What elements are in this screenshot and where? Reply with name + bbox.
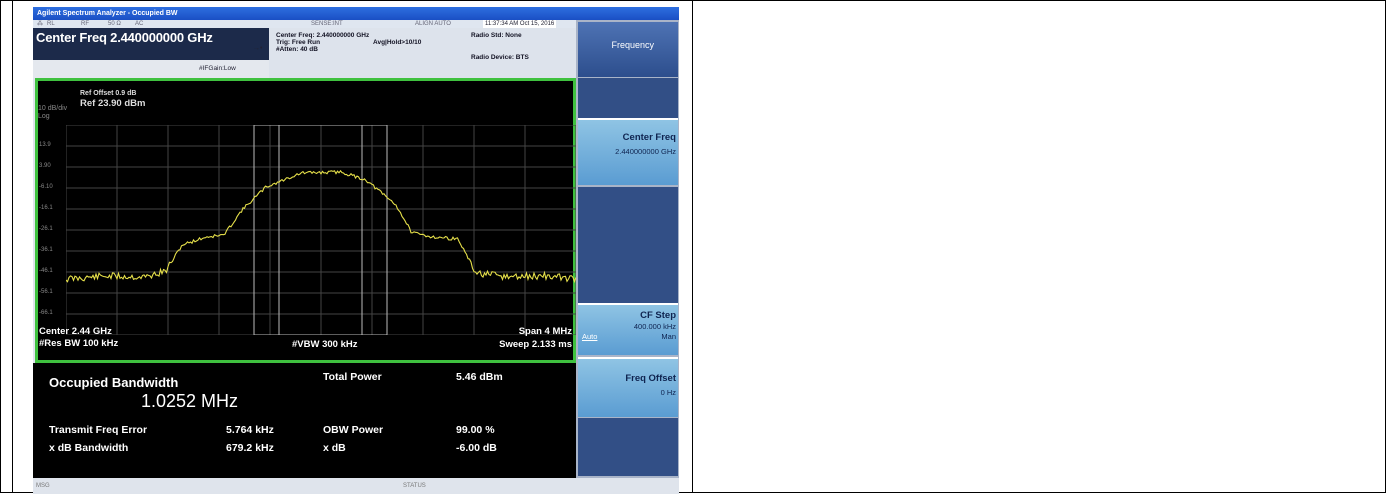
rf-indicator: RF (81, 21, 89, 27)
obw-value: 1.0252 MHz (141, 391, 239, 411)
center-freq-readout: Center Freq 2.440000000 GHz (36, 30, 213, 45)
y-tick-label: 13.9 (39, 142, 51, 148)
obw-marker-box (253, 125, 388, 335)
ref-level: Ref 23.90 dBm (80, 98, 146, 109)
xdb-value: -6.00 dB (456, 442, 497, 454)
xdb-bw-value: 679.2 kHz (226, 442, 274, 454)
tfe-label: Transmit Freq Error (49, 424, 148, 436)
freq-offset-key-label: Freq Offset (625, 373, 676, 384)
y-tick-label: 3.90 (39, 163, 51, 169)
freq-offset-softkey[interactable]: Freq Offset 0 Hz (578, 357, 678, 417)
cf-step-key-value: 400.000 kHz (633, 322, 676, 331)
span-label: Span 4 MHz (518, 326, 572, 337)
window-title: Agilent Spectrum Analyzer - Occupied BW (33, 7, 679, 20)
measurement-header: Center Freq 2.440000000 GHz #IFGain:Low … (33, 28, 576, 78)
menu-title-key: Frequency (578, 22, 678, 77)
y-tick-label: -36.1 (39, 247, 53, 253)
status-label: STATUS (403, 483, 426, 489)
table-column-divider (692, 0, 693, 493)
center-freq-info: Center Freq: 2.440000000 GHz (276, 32, 370, 39)
center-freq-key-value: 2.440000000 GHz (615, 147, 676, 156)
if-gain: #IFGain:Low (199, 65, 236, 72)
y-tick-label: -56.1 (39, 289, 53, 295)
total-power-value: 5.46 dBm (456, 371, 503, 383)
cf-step-softkey[interactable]: CF Step 400.000 kHz Auto Man (578, 303, 678, 355)
menu-title: Frequency (611, 40, 654, 50)
softkey-panel: Frequency Center Freq 2.440000000 GHz CF… (576, 20, 679, 478)
y-tick-label: -6.10 (39, 184, 53, 190)
center-label: Center 2.44 GHz (39, 326, 112, 337)
msg-label: MSG (36, 483, 50, 489)
results-panel: Occupied Bandwidth 1.0252 MHz Total Powe… (33, 363, 576, 478)
analyzer-window: Agilent Spectrum Analyzer - Occupied BW … (33, 7, 679, 494)
center-freq-box[interactable]: Center Freq 2.440000000 GHz (33, 28, 269, 60)
timestamp: 11:37:34 AM Oct 15, 2016 (483, 20, 557, 28)
ohm-indicator: 50 Ω (108, 21, 121, 27)
status-strip: ⁂ RL RF 50 Ω AC SENSE:INT ALIGN AUTO 11:… (33, 20, 576, 28)
scale-per-div: 10 dB/div (38, 105, 68, 112)
y-tick-label: -46.1 (39, 268, 53, 274)
spectrum-plot[interactable]: Ref Offset 0.9 dB Ref 23.90 dBm 10 dB/di… (35, 78, 576, 363)
cf-step-auto[interactable]: Auto (582, 332, 598, 341)
obw-power-label: OBW Power (323, 424, 384, 436)
tfe-value: 5.764 kHz (226, 424, 274, 436)
cf-step-man[interactable]: Man (661, 332, 676, 341)
obw-power-value: 99.00 % (456, 424, 495, 436)
xdb-label: x dB (323, 442, 346, 454)
log-label: Log (38, 113, 50, 120)
res-bw-label: #Res BW 100 kHz (39, 338, 119, 349)
total-power-label: Total Power (323, 371, 382, 383)
sweep-label: Sweep 2.133 ms (499, 339, 572, 350)
vbw-label: #VBW 300 kHz (292, 339, 358, 350)
center-freq-key-label: Center Freq (622, 132, 676, 143)
atten-info: #Atten: 40 dB (276, 46, 318, 53)
trigger-info: Trig: Free Run (276, 39, 321, 46)
freq-offset-key-value: 0 Hz (660, 388, 676, 397)
radio-std: Radio Std: None (471, 32, 522, 39)
y-tick-label: -66.1 (39, 310, 53, 316)
ref-offset: Ref Offset 0.9 dB (80, 90, 137, 97)
sense-indicator: SENSE:INT (311, 21, 343, 27)
table-column-divider (12, 0, 13, 493)
spectrum-trace (66, 169, 576, 284)
message-bar: MSG STATUS (33, 478, 679, 494)
obw-label: Occupied Bandwidth (49, 375, 179, 390)
logo-icon: ⁂ (37, 21, 43, 27)
sweep-settings: Center Freq: 2.440000000 GHz Trig: Free … (276, 32, 369, 53)
center-freq-softkey[interactable]: Center Freq 2.440000000 GHz (578, 118, 678, 185)
spectrum-graticule (66, 125, 576, 335)
y-tick-label: -26.1 (39, 226, 53, 232)
avg-hold: Avg|Hold>10/10 (373, 39, 422, 46)
radio-device: Radio Device: BTS (471, 54, 529, 61)
cf-step-key-label: CF Step (640, 310, 676, 321)
align-indicator: ALIGN AUTO (415, 21, 451, 27)
trigger-arrow-icon: →• (253, 45, 263, 52)
rl-indicator: RL (47, 21, 55, 27)
ac-indicator: AC (135, 21, 144, 27)
xdb-bw-label: x dB Bandwidth (49, 442, 129, 454)
y-tick-label: -16.1 (39, 205, 53, 211)
